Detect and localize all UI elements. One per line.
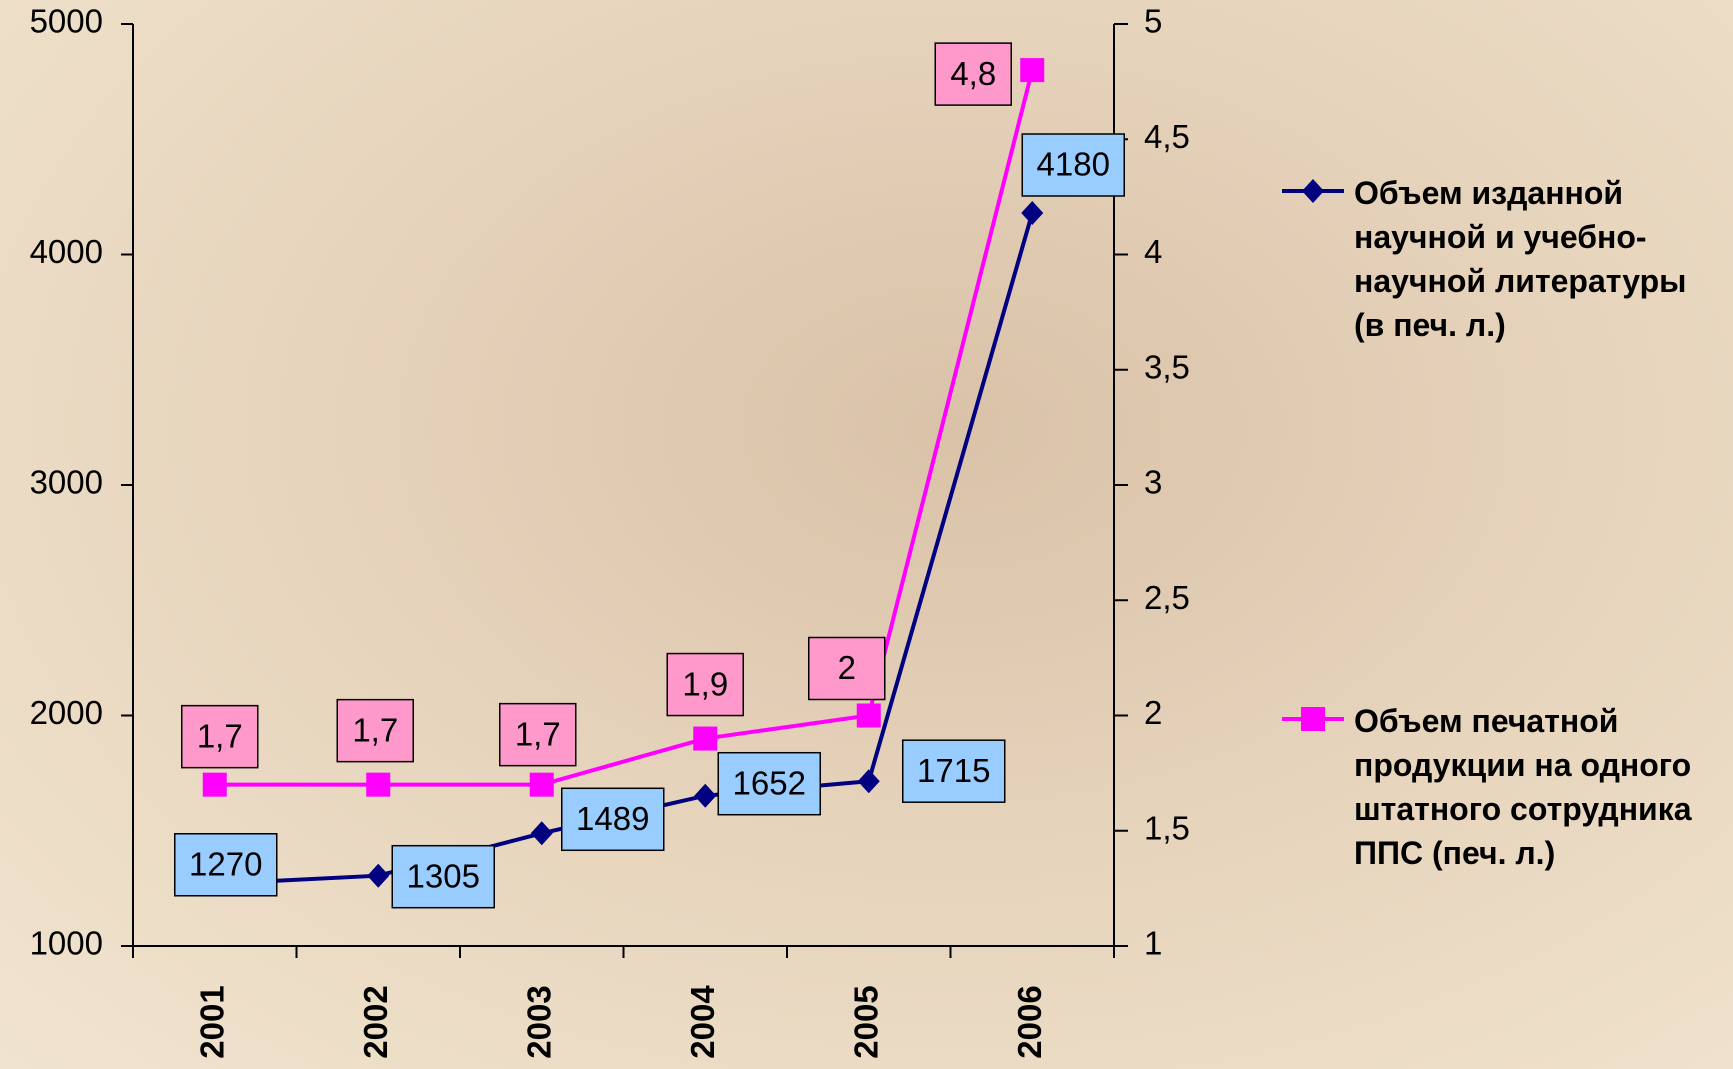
data-label: 4180	[1037, 146, 1110, 183]
y2-tick-label: 2	[1144, 694, 1162, 731]
data-label-box	[902, 739, 1006, 803]
data-label-box	[666, 652, 744, 717]
point	[366, 772, 391, 797]
x-tick-label: 2003	[520, 985, 557, 1058]
data-label-box	[808, 636, 886, 701]
data-label: 4,8	[950, 55, 996, 92]
y-tick-label: 5000	[30, 3, 103, 40]
data-label-box	[499, 702, 577, 767]
point	[202, 772, 227, 797]
y2-tick-label: 2,5	[1144, 579, 1190, 616]
y-tick-label: 4000	[30, 233, 103, 270]
data-label-box	[174, 833, 278, 897]
data-label: 1715	[917, 752, 990, 789]
point	[530, 821, 553, 846]
data-label: 1489	[576, 800, 649, 837]
y2-tick-label: 3	[1144, 464, 1162, 501]
data-label: 1,7	[515, 715, 561, 752]
y-tick-label: 3000	[30, 464, 103, 501]
point	[1020, 58, 1045, 83]
point	[367, 863, 390, 888]
data-label: 1,9	[682, 665, 728, 702]
point	[1021, 201, 1044, 226]
legend-label: Объем изданной научной и учебно-научной …	[1354, 175, 1687, 343]
point	[857, 769, 880, 794]
data-label: 1305	[407, 857, 480, 894]
point	[694, 783, 717, 808]
x-tick-label: 2001	[193, 985, 230, 1058]
data-label: 1,7	[352, 711, 398, 748]
legend-marker	[1302, 179, 1324, 203]
point	[529, 772, 554, 797]
legend-label: Объем печатной продукции на одного штатн…	[1354, 703, 1692, 871]
point	[693, 726, 718, 751]
data-label-box	[717, 751, 821, 816]
y2-tick-label: 3,5	[1144, 348, 1190, 385]
x-tick-label: 2002	[357, 985, 394, 1058]
data-label-box	[336, 698, 414, 763]
y-tick-label: 2000	[30, 694, 103, 731]
legend-swatch	[1282, 707, 1344, 731]
data-label: 1652	[733, 764, 806, 801]
data-label: 1270	[189, 845, 262, 882]
data-label-box	[561, 787, 665, 852]
data-label: 2	[838, 649, 856, 686]
data-label-box	[1021, 133, 1125, 197]
x-tick-label: 2004	[684, 985, 721, 1059]
legend-swatch	[1282, 179, 1344, 203]
data-label: 1,7	[197, 717, 243, 754]
x-tick-label: 2006	[1011, 985, 1048, 1058]
y2-tick-label: 1,5	[1144, 809, 1190, 846]
y2-tick-label: 5	[1144, 3, 1162, 40]
data-label-box	[181, 704, 259, 769]
legend-marker	[1301, 707, 1325, 731]
y2-tick-label: 4,5	[1144, 118, 1190, 155]
x-tick-label: 2005	[847, 985, 884, 1058]
y2-tick-label: 4	[1144, 233, 1162, 270]
series-line	[214, 69, 1035, 787]
data-label-box	[934, 42, 1012, 106]
point	[856, 703, 881, 728]
y2-tick-label: 1	[1144, 925, 1162, 962]
data-label-box	[391, 844, 495, 909]
y-tick-label: 1000	[30, 925, 103, 962]
